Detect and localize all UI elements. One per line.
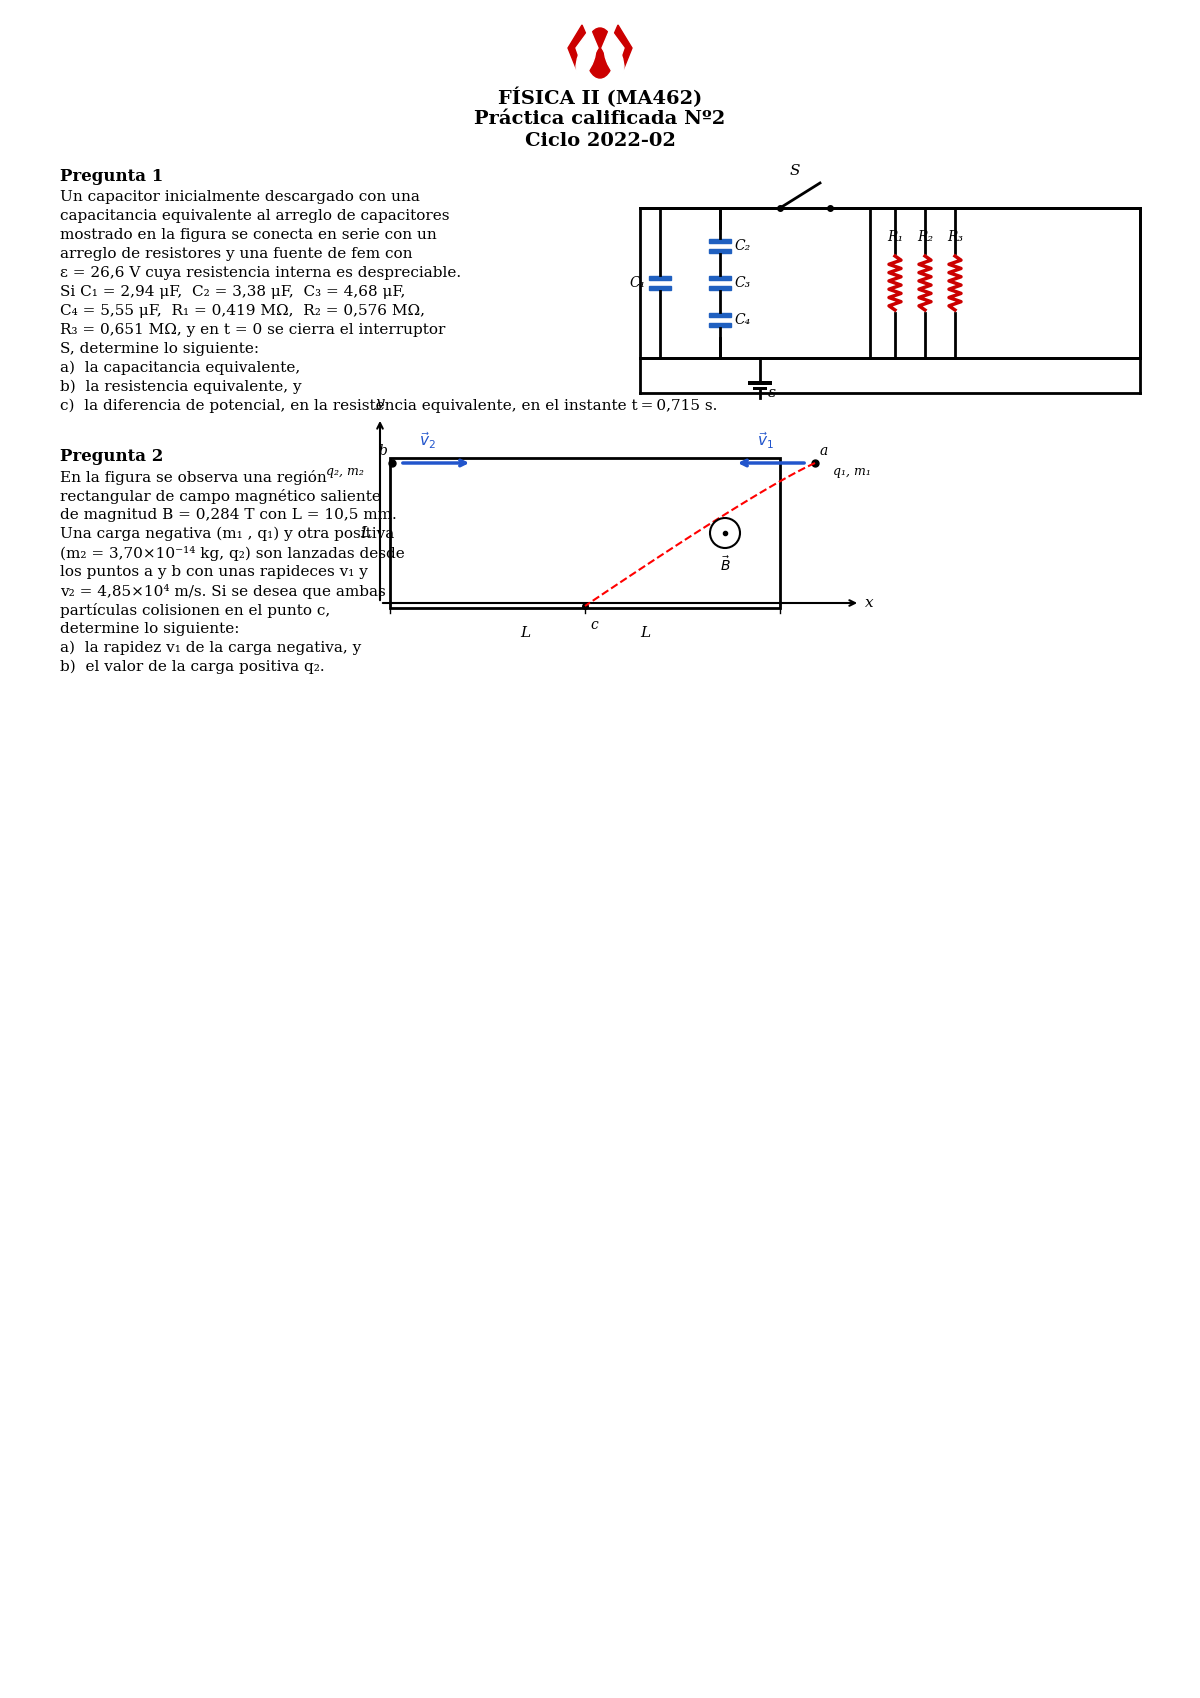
Ellipse shape — [604, 41, 624, 76]
Text: C₂: C₂ — [734, 239, 750, 253]
Text: Pregunta 1: Pregunta 1 — [60, 168, 163, 185]
Text: c)  la diferencia de potencial, en la resistencia equivalente, en el instante t : c) la diferencia de potencial, en la res… — [60, 399, 718, 413]
Bar — [390, 458, 780, 608]
Text: $\vec{B}$: $\vec{B}$ — [720, 555, 731, 574]
Text: a)  la capacitancia equivalente,: a) la capacitancia equivalente, — [60, 362, 300, 375]
Text: los puntos a y b con unas rapideces v₁ y: los puntos a y b con unas rapideces v₁ y — [60, 565, 368, 579]
Text: determine lo siguiente:: determine lo siguiente: — [60, 621, 240, 637]
Polygon shape — [608, 25, 632, 73]
Ellipse shape — [586, 27, 614, 78]
Text: Si C₁ = 2,94 μF,  C₂ = 3,38 μF,  C₃ = 4,68 μF,: Si C₁ = 2,94 μF, C₂ = 3,38 μF, C₃ = 4,68… — [60, 285, 406, 299]
Text: $\vec{v}_1$: $\vec{v}_1$ — [756, 430, 774, 452]
Polygon shape — [709, 277, 731, 280]
Text: q₁, m₁: q₁, m₁ — [833, 465, 871, 477]
Text: partículas colisionen en el punto c,: partículas colisionen en el punto c, — [60, 603, 330, 618]
Text: C₄: C₄ — [734, 312, 750, 328]
Polygon shape — [754, 387, 767, 391]
Text: En la figura se observa una región: En la figura se observa una región — [60, 470, 326, 486]
Text: c: c — [590, 618, 598, 632]
Text: C₃: C₃ — [734, 277, 750, 290]
Text: mostrado en la figura se conecta en serie con un: mostrado en la figura se conecta en seri… — [60, 228, 437, 243]
Text: arreglo de resistores y una fuente de fem con: arreglo de resistores y una fuente de fe… — [60, 246, 413, 261]
Text: R₃ = 0,651 MΩ, y en t = 0 se cierra el interruptor: R₃ = 0,651 MΩ, y en t = 0 se cierra el i… — [60, 323, 445, 336]
Text: Una carga negativa (m₁ , q₁) y otra positiva: Una carga negativa (m₁ , q₁) y otra posi… — [60, 526, 395, 542]
Text: L: L — [520, 627, 530, 640]
Text: R₃: R₃ — [947, 229, 964, 245]
Text: S, determine lo siguiente:: S, determine lo siguiente: — [60, 341, 259, 357]
Text: ε: ε — [768, 385, 776, 401]
Polygon shape — [568, 25, 592, 73]
Polygon shape — [602, 29, 624, 71]
Text: capacitancia equivalente al arreglo de capacitores: capacitancia equivalente al arreglo de c… — [60, 209, 450, 222]
Text: R₁: R₁ — [887, 229, 904, 245]
Polygon shape — [709, 285, 731, 290]
Polygon shape — [709, 312, 731, 318]
Text: q₂, m₂: q₂, m₂ — [326, 465, 364, 477]
Text: (m₂ = 3,70×10⁻¹⁴ kg, q₂) son lanzadas desde: (m₂ = 3,70×10⁻¹⁴ kg, q₂) son lanzadas de… — [60, 547, 404, 560]
Text: S: S — [790, 165, 800, 178]
Polygon shape — [709, 323, 731, 328]
Text: Un capacitor inicialmente descargado con una: Un capacitor inicialmente descargado con… — [60, 190, 420, 204]
Text: $\vec{v}_2$: $\vec{v}_2$ — [419, 430, 436, 452]
Polygon shape — [576, 29, 598, 71]
Polygon shape — [748, 380, 772, 385]
Text: b: b — [378, 443, 386, 458]
Text: C₄ = 5,55 μF,  R₁ = 0,419 MΩ,  R₂ = 0,576 MΩ,: C₄ = 5,55 μF, R₁ = 0,419 MΩ, R₂ = 0,576 … — [60, 304, 425, 318]
Polygon shape — [709, 239, 731, 243]
Text: L: L — [360, 526, 370, 540]
Polygon shape — [649, 277, 671, 280]
Ellipse shape — [576, 41, 596, 76]
Text: rectangular de campo magnético saliente: rectangular de campo magnético saliente — [60, 489, 380, 504]
Text: Práctica calificada Nº2: Práctica calificada Nº2 — [474, 110, 726, 127]
Polygon shape — [649, 285, 671, 290]
Text: L: L — [640, 627, 650, 640]
Text: C₁: C₁ — [630, 277, 646, 290]
Text: b)  la resistencia equivalente, y: b) la resistencia equivalente, y — [60, 380, 301, 394]
Text: Ciclo 2022-02: Ciclo 2022-02 — [524, 132, 676, 149]
Text: a)  la rapidez v₁ de la carga negativa, y: a) la rapidez v₁ de la carga negativa, y — [60, 642, 361, 655]
Text: a: a — [820, 443, 828, 458]
Polygon shape — [709, 250, 731, 253]
Text: x: x — [865, 596, 874, 610]
Text: v₂ = 4,85×10⁴ m/s. Si se desea que ambas: v₂ = 4,85×10⁴ m/s. Si se desea que ambas — [60, 584, 385, 599]
Text: FÍSICA II (MA462): FÍSICA II (MA462) — [498, 88, 702, 109]
Text: de magnitud B = 0,284 T con L = 10,5 mm.: de magnitud B = 0,284 T con L = 10,5 mm. — [60, 508, 397, 521]
Text: ε = 26,6 V cuya resistencia interna es despreciable.: ε = 26,6 V cuya resistencia interna es d… — [60, 267, 461, 280]
Text: b)  el valor de la carga positiva q₂.: b) el valor de la carga positiva q₂. — [60, 661, 325, 674]
Text: y: y — [376, 396, 384, 409]
Text: R₂: R₂ — [917, 229, 934, 245]
Circle shape — [710, 518, 740, 548]
Text: Pregunta 2: Pregunta 2 — [60, 448, 163, 465]
